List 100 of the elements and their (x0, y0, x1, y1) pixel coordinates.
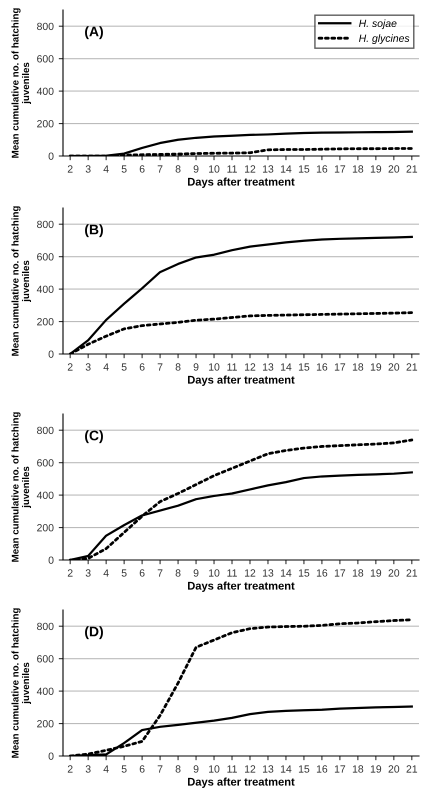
x-tick-label: 7 (158, 165, 162, 173)
x-tick-label: 11 (227, 569, 237, 577)
y-tick-label: 600 (37, 253, 54, 261)
x-tick-label: 6 (140, 569, 145, 577)
y-axis-title: Mean cumulative no. of hatching juveniles (11, 8, 32, 158)
x-tick-label: 9 (194, 765, 198, 773)
x-tick-label: 10 (209, 165, 220, 173)
x-tick-label: 14 (280, 165, 292, 173)
y-tick-label: 600 (37, 655, 54, 663)
x-tick-label: 16 (316, 765, 328, 773)
y-tick-label: 0 (48, 152, 54, 160)
y-tick-label: 800 (37, 622, 54, 630)
y-axis-title: Mean cumulative no. of hatching juveniles (11, 412, 32, 562)
x-tick-label: 21 (406, 363, 418, 371)
x-tick-label: 8 (176, 165, 181, 173)
x-tick-label: 3 (86, 569, 91, 577)
x-tick-label: 20 (388, 363, 400, 371)
x-tick-label: 3 (86, 165, 91, 173)
y-tick-label: 600 (37, 459, 54, 467)
y-axis-title: Mean cumulative no. of hatching juveniles (11, 206, 32, 356)
legend-label: H. sojae (359, 19, 397, 30)
x-tick-label: 17 (334, 165, 346, 173)
x-tick-label: 12 (244, 569, 256, 577)
x-tick-label: 2 (68, 165, 73, 173)
x-tick-label: 5 (122, 765, 127, 773)
x-tick-label: 12 (244, 165, 256, 173)
y-tick-label: 200 (37, 318, 54, 326)
x-tick-label: 8 (176, 569, 181, 577)
x-tick-label: 5 (122, 363, 127, 371)
x-tick-label: 15 (298, 569, 310, 577)
x-tick-label: 21 (406, 569, 418, 577)
x-tick-label: 16 (316, 363, 328, 371)
x-tick-label: 8 (176, 363, 181, 371)
y-tick-label: 800 (37, 22, 54, 30)
y-tick-label: 800 (37, 220, 54, 228)
x-tick-label: 2 (68, 363, 73, 371)
y-tick-label: 600 (37, 55, 54, 63)
x-tick-label: 10 (209, 765, 220, 773)
x-tick-label: 2 (68, 765, 73, 773)
x-tick-label: 8 (176, 765, 181, 773)
x-tick-label: 21 (406, 765, 418, 773)
y-tick-label: 400 (36, 492, 54, 499)
x-tick-label: 9 (194, 165, 198, 173)
x-tick-label: 4 (103, 165, 109, 173)
x-tick-label: 20 (388, 569, 400, 577)
x-tick-label: 14 (280, 765, 292, 773)
x-tick-label: 15 (298, 765, 310, 773)
x-tick-label: 13 (262, 363, 274, 371)
x-tick-label: 10 (209, 363, 220, 371)
annotation: (B) (85, 224, 103, 238)
y-tick-label: 0 (48, 350, 54, 358)
y-tick-label: 400 (36, 688, 54, 695)
x-tick-label: 11 (227, 363, 237, 371)
y-tick-label: 200 (37, 524, 54, 532)
x-tick-label: 16 (316, 165, 328, 173)
x-tick-label: 18 (352, 765, 364, 773)
x-tick-label: 19 (370, 363, 382, 371)
x-tick-label: 13 (262, 765, 274, 773)
annotation: (D) (85, 626, 103, 640)
x-axis-title: Days after treatment (188, 178, 295, 188)
x-tick-label: 17 (334, 765, 346, 773)
x-tick-label: 7 (158, 569, 162, 577)
x-tick-label: 5 (122, 165, 127, 173)
x-tick-label: 5 (122, 569, 127, 577)
x-tick-label: 12 (244, 363, 256, 371)
legend-label: H. glycines (359, 34, 410, 44)
x-tick-label: 4 (103, 569, 109, 577)
x-tick-label: 3 (86, 363, 91, 371)
x-tick-label: 11 (227, 165, 237, 173)
x-tick-label: 15 (298, 165, 310, 173)
x-tick-label: 6 (140, 363, 145, 371)
x-tick-label: 11 (227, 765, 237, 773)
x-tick-label: 18 (352, 569, 364, 577)
x-axis-title: Days after treatment (188, 376, 295, 386)
x-tick-label: 4 (103, 363, 109, 371)
y-tick-label: 200 (37, 720, 54, 728)
x-tick-label: 6 (140, 765, 145, 773)
x-tick-label: 3 (86, 765, 91, 773)
y-tick-label: 200 (37, 120, 54, 128)
x-tick-label: 21 (406, 165, 418, 173)
x-tick-label: 2 (68, 569, 73, 577)
x-tick-label: 14 (280, 569, 292, 577)
y-tick-label: 400 (36, 88, 54, 95)
x-tick-label: 9 (194, 569, 198, 577)
x-tick-label: 19 (370, 569, 382, 577)
x-tick-label: 4 (103, 765, 109, 773)
y-tick-label: 0 (48, 556, 54, 564)
x-tick-label: 13 (262, 165, 274, 173)
x-tick-label: 15 (298, 363, 310, 371)
x-tick-label: 16 (316, 569, 328, 577)
annotation: (A) (85, 26, 103, 40)
x-tick-label: 19 (370, 765, 382, 773)
x-tick-label: 7 (158, 765, 162, 773)
x-tick-label: 19 (370, 165, 382, 173)
y-tick-label: 0 (48, 752, 54, 760)
x-tick-label: 7 (158, 363, 162, 371)
x-tick-label: 20 (388, 165, 400, 173)
x-tick-label: 12 (244, 765, 256, 773)
x-tick-label: 17 (334, 569, 346, 577)
x-axis-title: Days after treatment (188, 582, 295, 592)
